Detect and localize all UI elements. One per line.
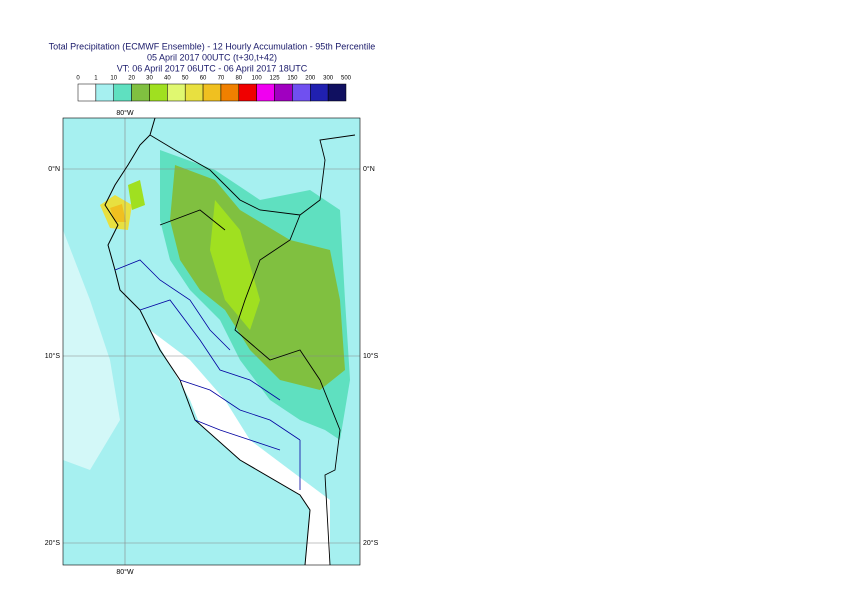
colorbar-label: 150 — [287, 76, 298, 82]
colorbar-label: 70 — [218, 76, 225, 82]
lat-label: 20°S — [363, 539, 379, 547]
color-box — [131, 83, 150, 102]
color-box — [95, 83, 114, 102]
color-box — [184, 83, 204, 102]
lat-label: 10°S — [45, 352, 61, 360]
precip-area — [110, 204, 126, 222]
coastline — [104, 118, 311, 565]
color-box — [238, 83, 257, 102]
colorbar-label: 1 — [94, 76, 98, 82]
colorbar-label: 100 — [252, 76, 263, 82]
region-border — [114, 259, 301, 490]
map — [62, 117, 361, 566]
colorbar-label: 30 — [146, 76, 153, 82]
dry-area — [150, 330, 330, 565]
color-box — [220, 83, 240, 102]
lat-label: 0°N — [363, 165, 375, 173]
color-box — [327, 83, 347, 102]
colorbar-label: 50 — [182, 76, 189, 82]
colorbar-label: 10 — [110, 76, 117, 82]
precip-area — [210, 200, 260, 330]
color-box — [274, 83, 293, 102]
color-box — [77, 83, 97, 102]
colorbar-label: 40 — [164, 76, 171, 82]
title-line: Total Precipitation (ECMWF Ensemble) - 1… — [49, 41, 376, 51]
colorbar-label: 60 — [200, 76, 207, 82]
colorbar-label: 80 — [235, 76, 242, 82]
color-box — [292, 83, 311, 102]
color-box — [310, 83, 329, 102]
colorbar-label: 20 — [128, 76, 135, 82]
colorbar-label: 500 — [341, 76, 352, 82]
color-box — [167, 83, 186, 102]
color-box — [256, 83, 275, 102]
lon-label: 80°W — [116, 568, 134, 576]
color-box — [113, 83, 132, 102]
title-line: 05 April 2017 00UTC (t+30,t+42) — [147, 52, 277, 62]
dry-area — [63, 230, 120, 470]
color-box — [149, 83, 168, 102]
lat-label: 10°S — [363, 352, 379, 360]
colorbar: 0 1 10 20 30 40 50 60 70 80 100 125 150 200 300 500 — [76, 76, 352, 102]
title-line: VT: 06 April 2017 06UTC - 06 April 2017 … — [117, 63, 308, 73]
colorbar-label: 200 — [305, 76, 316, 82]
lon-label: 80°W — [116, 109, 134, 117]
colorbar-label: 125 — [270, 76, 281, 82]
country-border — [149, 134, 356, 565]
lat-label: 0°N — [48, 165, 60, 173]
colorbar-label: 300 — [323, 76, 334, 82]
map-frame — [62, 117, 361, 566]
lat-label: 20°S — [45, 539, 61, 547]
precip-area — [128, 180, 145, 210]
color-box — [202, 83, 222, 102]
colorbar-label: 0 — [76, 76, 80, 82]
